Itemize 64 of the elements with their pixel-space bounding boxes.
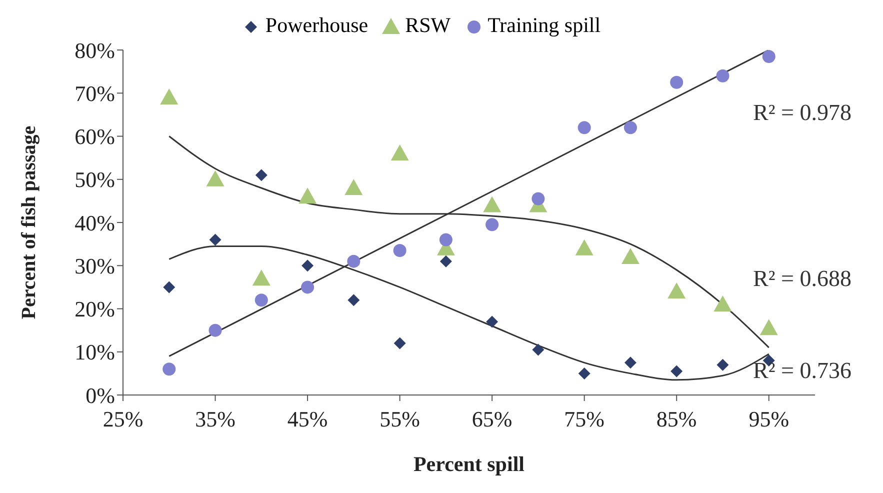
x-tick-label: 25% [102,406,144,432]
point [254,294,268,307]
point [439,233,452,246]
x-tick-label: 45% [287,406,328,432]
point [575,239,594,256]
point [163,281,176,294]
point [486,316,498,328]
legend-label: Training spill [488,13,601,38]
y-tick-label: 0% [86,382,115,408]
point [344,179,363,195]
point [390,144,409,160]
point [624,356,636,369]
annotation: R² = 0.736 [753,358,852,384]
point [578,367,590,380]
point [714,295,732,312]
point [208,324,222,337]
point [760,319,778,336]
point [486,218,499,232]
x-tick-label: 65% [472,406,512,432]
y-tick-label: 30% [74,253,115,278]
legend-label: Powerhouse [265,13,368,38]
legend-label: RSW [405,13,451,38]
point [209,234,222,246]
point [440,255,452,268]
point [206,170,224,186]
point [532,192,545,206]
annotation: R² = 0.978 [753,100,852,126]
point [670,365,683,378]
point [394,337,406,350]
point [624,121,637,134]
point [255,169,268,182]
point [252,270,270,286]
point [160,88,178,104]
point [532,344,544,356]
point [578,121,591,134]
x-tick-label: 95% [748,406,790,432]
point [393,244,406,258]
point [162,362,176,376]
point [621,248,640,264]
point [301,280,314,294]
y-tick-label: 70% [74,80,115,106]
point [668,282,686,298]
point [716,358,729,371]
y-tick-label: 20% [74,296,115,322]
y-tick-label: 80% [74,38,115,63]
x-tick-label: 85% [656,406,697,432]
point [670,76,684,89]
y-tick-label: 50% [74,167,115,192]
x-tick-label: 35% [195,406,236,432]
point [348,294,360,306]
annotation: R² = 0.688 [753,266,852,292]
x-axis-title: Percent spill [413,452,525,476]
point [298,188,317,204]
y-tick-label: 40% [74,210,115,236]
point [302,260,314,272]
x-tick-label: 75% [564,406,604,432]
y-tick-label: 60% [74,124,115,150]
y-axis-title: Percent of fish passage [18,126,40,320]
point [483,196,502,212]
point [347,254,360,268]
point [762,50,776,63]
point [716,69,730,82]
x-tick-label: 55% [380,406,420,432]
y-tick-label: 10% [74,340,115,365]
